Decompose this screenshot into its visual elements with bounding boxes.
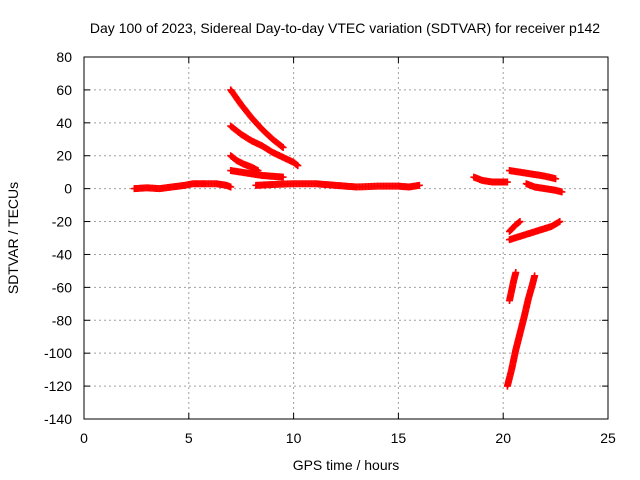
y-tick-label: -40 xyxy=(52,246,72,262)
y-tick-label: 80 xyxy=(56,49,72,65)
series-trace xyxy=(505,167,560,183)
series-trace xyxy=(227,152,262,175)
data-point xyxy=(293,161,301,169)
data-point xyxy=(294,162,302,170)
series-trace xyxy=(505,269,520,305)
series-trace xyxy=(227,167,287,181)
data-point xyxy=(552,175,560,183)
data-point xyxy=(415,181,423,189)
x-tick-label: 10 xyxy=(286,430,302,446)
series-trace xyxy=(505,218,564,244)
data-point xyxy=(512,269,520,277)
data-point xyxy=(515,218,523,226)
y-tick-label: -100 xyxy=(44,345,72,361)
series-trace xyxy=(505,218,524,235)
y-tick-label: -120 xyxy=(44,378,72,394)
series-trace xyxy=(470,173,511,186)
series-trace xyxy=(252,180,423,191)
data-point xyxy=(558,188,566,196)
y-tick-label: 0 xyxy=(64,181,72,197)
series-trace xyxy=(130,180,235,193)
y-tick-label: -20 xyxy=(52,214,72,230)
data-point xyxy=(556,218,564,226)
series-trace xyxy=(503,272,539,390)
y-tick-label: 20 xyxy=(56,148,72,164)
chart-title: Day 100 of 2023, Sidereal Day-to-day VTE… xyxy=(90,20,600,36)
series-trace xyxy=(227,122,302,170)
x-tick-label: 15 xyxy=(391,430,407,446)
data-point xyxy=(227,183,235,191)
data-point xyxy=(516,218,524,226)
x-tick-label: 5 xyxy=(185,430,193,446)
x-tick-label: 25 xyxy=(600,430,616,446)
plot-frame xyxy=(83,56,609,420)
grid xyxy=(84,57,608,419)
data-point xyxy=(531,272,539,280)
series-trace xyxy=(522,180,566,196)
tick-labels: 0 5 10 15 20 25 -140 -120 -100 -80 -60 -40 -20 0 20 40 6… xyxy=(44,49,616,446)
y-tick-label: 60 xyxy=(56,82,72,98)
x-tick-label: 0 xyxy=(80,430,88,446)
y-tick-label: -60 xyxy=(52,279,72,295)
x-tick-label: 20 xyxy=(495,430,511,446)
y-tick-label: 40 xyxy=(56,115,72,131)
data-points xyxy=(130,86,566,390)
x-axis-label: GPS time / hours xyxy=(293,457,400,473)
data-point xyxy=(278,143,286,151)
axis-ticks xyxy=(83,56,609,420)
y-tick-label: -140 xyxy=(44,411,72,427)
data-point xyxy=(279,144,287,151)
data-point xyxy=(503,178,511,186)
y-axis-label: SDTVAR / TECUs xyxy=(5,182,21,294)
data-point xyxy=(279,173,287,181)
y-tick-label: -80 xyxy=(52,312,72,328)
series-trace xyxy=(227,86,287,151)
